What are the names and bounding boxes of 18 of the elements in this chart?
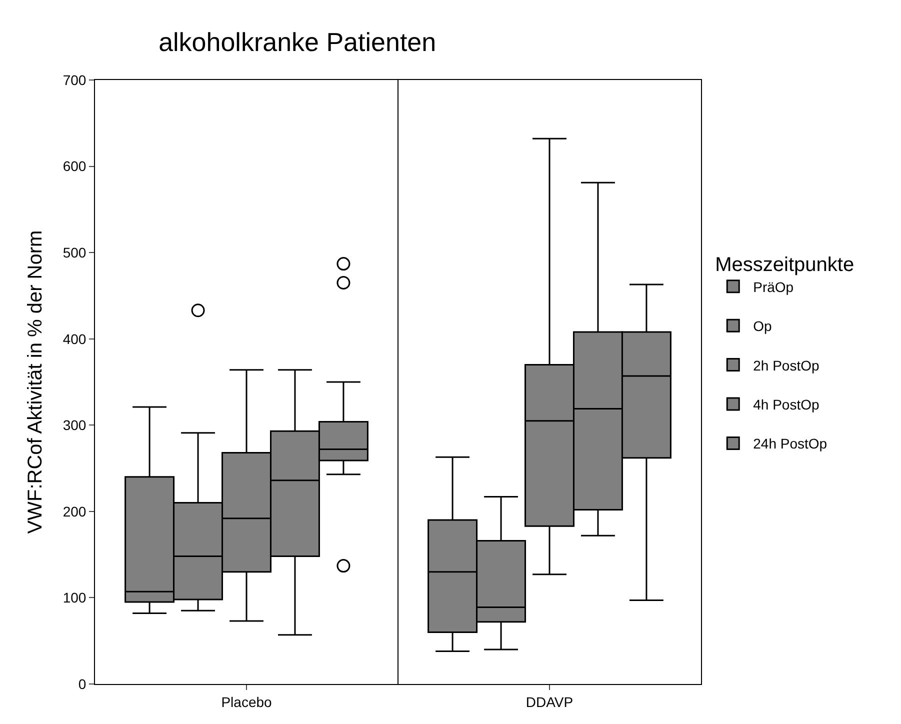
x-tick-label: DDAVP — [526, 694, 574, 710]
y-tick-label: 200 — [62, 503, 86, 520]
legend-label: PräOp — [753, 278, 794, 295]
legend-label: 4h PostOp — [753, 396, 820, 412]
y-tick-label: 600 — [62, 158, 86, 174]
y-axis-title: VWF:RCof Aktivität in % der Norm — [24, 230, 46, 534]
y-tick-label: 500 — [62, 244, 86, 260]
legend-label: 2h PostOp — [753, 357, 820, 374]
y-tick-label: 0 — [78, 676, 86, 692]
y-tick-label: 400 — [62, 330, 86, 347]
x-tick-label: Placebo — [221, 694, 272, 710]
y-tick-label: 700 — [62, 72, 86, 88]
y-tick-label: 300 — [62, 417, 86, 434]
legend-title: Messzeitpunkte — [715, 254, 854, 276]
legend-label: 24h PostOp — [753, 436, 828, 452]
chart-title: alkoholkranke Patienten — [158, 26, 436, 57]
y-tick-label: 100 — [62, 590, 86, 606]
legend-label: Op — [753, 318, 772, 334]
